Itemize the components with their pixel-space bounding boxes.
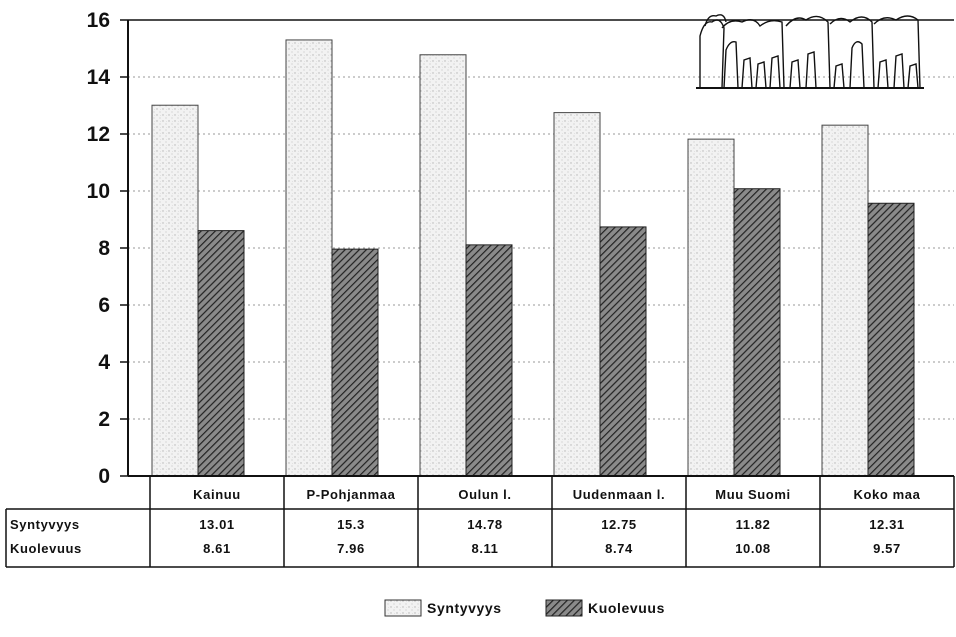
category-label: Muu Suomi	[715, 487, 790, 502]
data-label-kuolevuus: 10.08	[735, 541, 771, 556]
bar-kuolevuus-5	[867, 202, 915, 477]
y-tick-label: 0	[98, 465, 110, 488]
y-tick-label: 12	[87, 123, 110, 146]
y-tick-label: 2	[98, 408, 110, 431]
y-tick-labels: 0 2 4 6 8 10 12 14 16	[87, 9, 128, 488]
bar-syntyvyys-1	[285, 39, 333, 477]
data-label-syntyvyys: 12.75	[601, 517, 637, 532]
data-label-kuolevuus: 8.11	[472, 541, 499, 556]
data-label-syntyvyys: 14.78	[467, 517, 503, 532]
bar-kuolevuus-3	[599, 226, 647, 477]
data-label-kuolevuus: 8.74	[605, 541, 633, 556]
row-header-syntyvyys: Syntyvyys	[10, 517, 80, 532]
bar-kuolevuus-1	[331, 248, 379, 477]
bar-syntyvyys-2	[419, 54, 467, 477]
category-label: P-Pohjanmaa	[307, 487, 396, 502]
data-label-syntyvyys: 13.01	[199, 517, 235, 532]
data-table: Kainuu P-Pohjanmaa Oulun l. Uudenmaan l. Muu…	[5, 476, 955, 568]
legend-swatch-syntyvyys	[384, 599, 422, 617]
y-tick-label: 14	[87, 66, 111, 89]
bar-kuolevuus-0	[197, 230, 245, 477]
data-label-syntyvyys: 15.3	[337, 517, 365, 532]
bar-syntyvyys-5	[821, 124, 869, 477]
y-tick-label: 8	[98, 237, 110, 260]
y-tick-label: 6	[98, 294, 110, 317]
bars	[151, 39, 915, 477]
row-header-kuolevuus: Kuolevuus	[10, 541, 82, 556]
bar-syntyvyys-3	[553, 112, 601, 477]
legend: Syntyvyys Kuolevuus	[384, 599, 665, 617]
legend-label-syntyvyys: Syntyvyys	[427, 600, 502, 616]
bar-kuolevuus-4	[733, 188, 781, 477]
bar-kuolevuus-2	[465, 244, 513, 477]
y-tick-label: 16	[87, 9, 110, 32]
data-label-kuolevuus: 9.57	[873, 541, 901, 556]
data-label-syntyvyys: 12.31	[869, 517, 905, 532]
category-label: Koko maa	[854, 487, 921, 502]
legend-swatch-kuolevuus	[545, 599, 583, 617]
category-label: Oulun l.	[458, 487, 511, 502]
y-tick-label: 4	[98, 351, 110, 374]
data-label-syntyvyys: 11.82	[736, 517, 771, 532]
bar-syntyvyys-4	[687, 138, 735, 477]
category-label: Uudenmaan l.	[573, 487, 665, 502]
data-label-kuolevuus: 7.96	[337, 541, 365, 556]
category-label: Kainuu	[193, 487, 241, 502]
y-tick-label: 10	[87, 180, 110, 203]
bar-syntyvyys-0	[151, 104, 199, 477]
data-label-kuolevuus: 8.61	[203, 541, 231, 556]
legend-label-kuolevuus: Kuolevuus	[588, 600, 665, 616]
crowd-silhouette-icon	[696, 14, 924, 89]
